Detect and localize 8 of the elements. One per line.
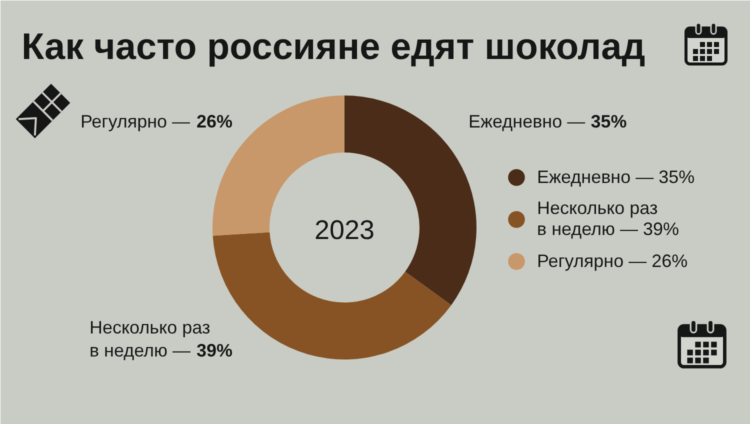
legend-label: Регулярно — 26% [537,250,688,272]
slice-label: Несколько раз в неделю — 39% [89,318,233,360]
slice-label: Регулярно — 26% [80,112,233,132]
legend-label: Ежедневно — 35% [537,166,695,188]
chart-title: Как часто россияне едят шоколад [22,26,646,67]
slice-label: Ежедневно — 35% [468,112,627,132]
text: 2023 [314,215,375,245]
legend-label: Несколько раз в неделю — 39% [537,198,680,240]
